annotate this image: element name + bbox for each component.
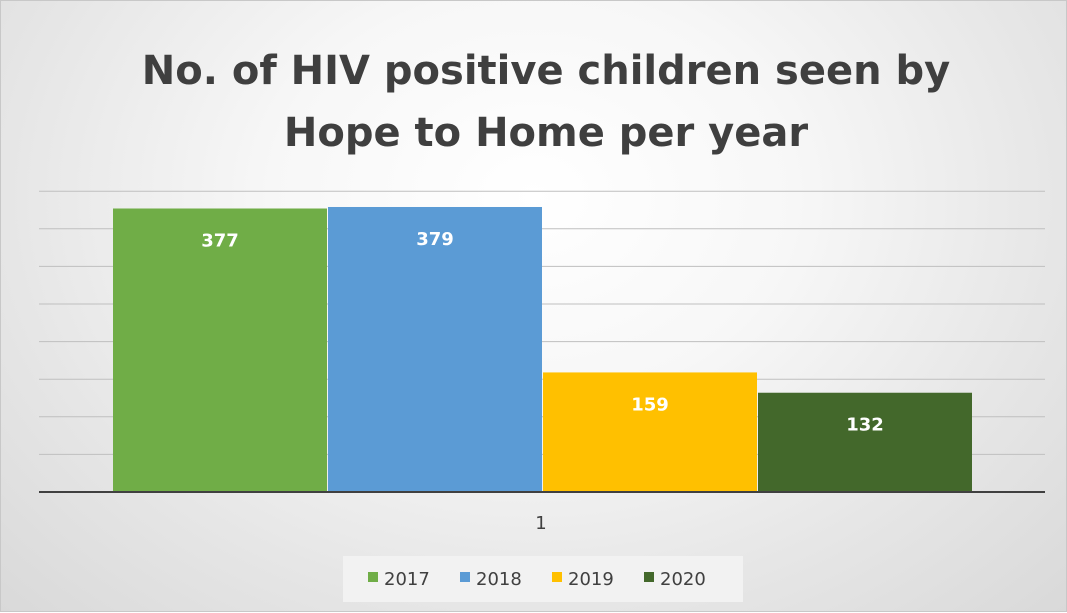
data-label-2017: 377 <box>201 230 239 251</box>
legend: 2017 2018 2019 2020 <box>343 556 743 602</box>
legend-swatch-2019 <box>552 572 562 582</box>
legend-swatch-2020 <box>644 572 654 582</box>
legend-swatch-2018 <box>460 572 470 582</box>
bars <box>113 206 972 492</box>
x-tick-label: 1 <box>535 513 546 534</box>
chart-title-line-1: No. of HIV positive children seen by <box>142 48 950 94</box>
bar-2018 <box>328 206 542 492</box>
legend-label-2020: 2020 <box>660 569 706 590</box>
legend-label-2018: 2018 <box>476 569 522 590</box>
bar-2020 <box>758 392 972 492</box>
bar-2019 <box>543 372 757 492</box>
legend-background <box>343 556 743 602</box>
data-label-2020: 132 <box>846 415 884 436</box>
legend-label-2017: 2017 <box>384 569 430 590</box>
chart-title: No. of HIV positive children seen by Hop… <box>142 48 950 156</box>
bar-2017 <box>113 208 327 492</box>
data-labels: 377 379 159 132 <box>201 229 884 436</box>
legend-label-2019: 2019 <box>568 569 614 590</box>
legend-swatch-2017 <box>368 572 378 582</box>
chart-title-line-2: Hope to Home per year <box>284 110 808 156</box>
data-label-2018: 379 <box>416 229 454 250</box>
data-label-2019: 159 <box>631 394 669 415</box>
